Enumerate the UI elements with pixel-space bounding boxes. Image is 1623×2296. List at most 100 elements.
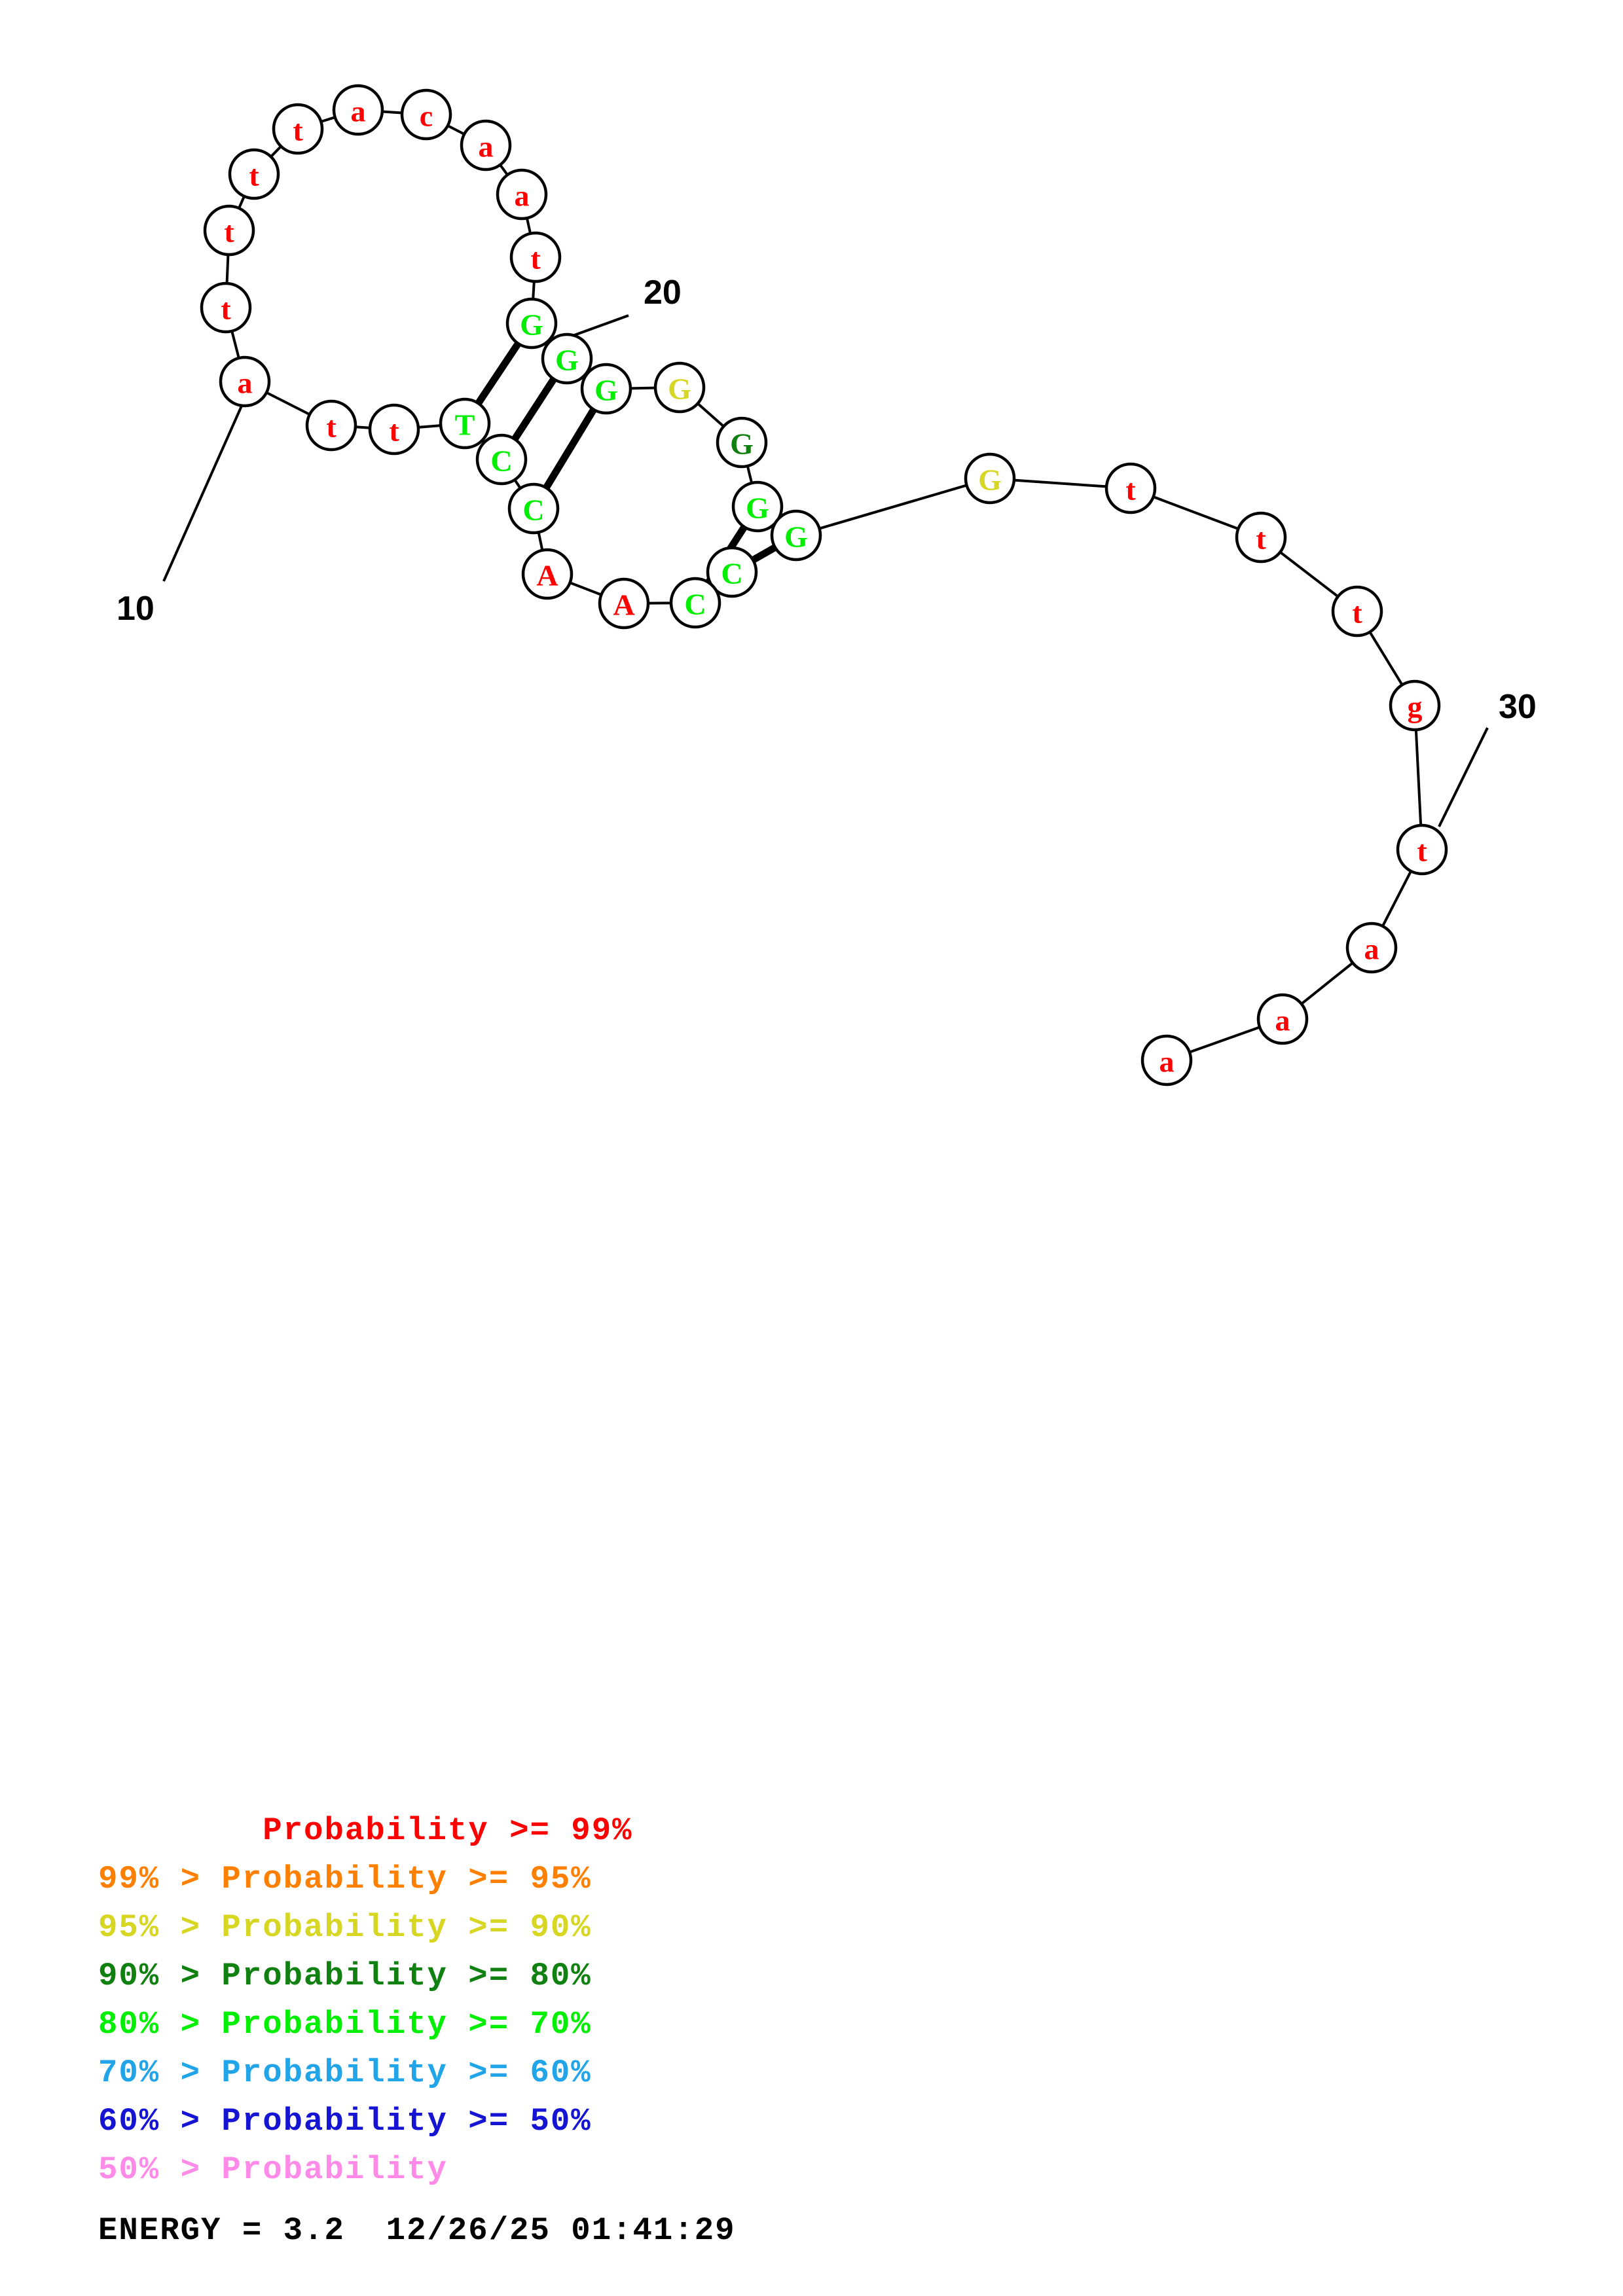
base-circle [219,355,271,408]
base-node[interactable]: G [541,332,593,385]
legend-row: 70% > Probability >= 60% [98,2054,592,2091]
base-node[interactable]: a [332,84,384,136]
base-node[interactable]: t [228,148,280,200]
base-circle [460,119,512,171]
base-node[interactable]: G [505,297,558,350]
base-node[interactable]: G [653,361,706,414]
legend-row: 50% > Probability [98,2151,448,2188]
base-letter: C [684,588,706,621]
backbone-link [1189,1026,1260,1054]
energy-and-timestamp-line: ENERGY = 3.2 12/26/25 01:41:29 [98,2212,736,2249]
base-letter: G [594,374,618,407]
base-node[interactable]: C [507,482,560,535]
base-letter: T [455,408,475,442]
backbone-link [320,116,336,123]
base-circle [580,363,632,415]
base-node[interactable]: t [509,231,562,283]
sequence-number-label: 10 [117,590,155,628]
base-node[interactable]: G [716,416,768,469]
legend-row: 80% > Probability >= 70% [98,2006,592,2043]
backbone-link [1013,478,1107,488]
backbone-link [382,110,403,115]
base-node[interactable]: G [770,509,822,562]
base-node[interactable]: C [706,546,758,598]
base-node[interactable]: a [1140,1034,1193,1086]
sequence-number-labels-layer: 10 20 30 [117,274,1537,726]
base-node[interactable]: T [439,397,491,450]
backbone-link [230,331,240,359]
base-circle [653,361,706,414]
backbone-link [569,581,602,596]
base-node[interactable]: t [203,204,255,257]
base-letter: t [530,242,541,276]
base-node[interactable]: a [496,168,548,221]
base-node[interactable]: G [731,480,784,533]
backbone-link [499,164,509,176]
base-letter: A [536,559,558,592]
backbone-link [513,478,522,490]
base-letter: G [730,427,754,461]
base-letter: g [1408,691,1423,724]
base-node[interactable]: t [1396,823,1448,876]
backbone-link [1368,631,1404,686]
base-circle [228,148,280,200]
base-circle [598,577,650,630]
base-node[interactable]: t [200,281,252,334]
base-node[interactable]: G [964,452,1016,505]
base-circle [203,204,255,257]
base-pair-bond [750,543,778,564]
base-node[interactable]: t [305,399,357,452]
base-node[interactable]: t [1104,462,1157,514]
base-pair-bond [474,340,522,406]
base-circle [1256,993,1309,1045]
base-letter: t [1417,834,1427,868]
base-circle [706,546,758,598]
legend-row: Probability >= 99% [98,1812,633,1849]
base-letter: t [249,159,259,192]
base-letter: G [520,308,543,342]
base-letter: a [515,179,530,213]
base-node[interactable]: t [1331,585,1383,637]
base-circle [505,297,558,350]
legend-row: 99% > Probability >= 95% [98,1861,592,1897]
base-letter: G [978,463,1002,497]
base-letter: t [1125,473,1136,507]
base-node[interactable]: A [521,548,574,600]
base-node[interactable]: c [400,88,452,141]
base-circle [1345,922,1398,974]
base-node[interactable]: a [460,119,512,171]
base-circle [400,88,452,141]
base-node[interactable]: t [368,403,420,456]
base-node[interactable]: g [1389,679,1441,732]
base-node[interactable]: a [1345,922,1398,974]
base-letter: a [1275,1004,1290,1037]
base-letter: a [351,95,366,128]
base-circle [272,103,324,155]
base-node[interactable]: C [475,433,528,486]
backbone-link [532,281,536,300]
base-letter: c [420,99,433,133]
base-node[interactable]: a [219,355,271,408]
base-circle [716,416,768,469]
backbone-link [1300,961,1354,1005]
base-node[interactable]: C [669,577,721,629]
backbone-link [238,196,246,209]
backbone-link [418,424,441,429]
base-circle [439,397,491,450]
base-circle [1396,823,1448,876]
base-circle [669,577,721,629]
base-letter: t [221,293,231,326]
backbone-link [1414,729,1423,826]
backbone-link [1279,550,1339,598]
backbone-link [630,386,656,390]
base-node[interactable]: a [1256,993,1309,1045]
base-circle [368,403,420,456]
backbone-link [1152,495,1239,530]
base-node[interactable]: t [272,103,324,155]
sequence-number-label: 30 [1499,688,1537,726]
base-node[interactable]: G [580,363,632,415]
base-node[interactable]: t [1235,511,1287,564]
base-letter: G [555,344,579,377]
base-node[interactable]: A [598,577,650,630]
